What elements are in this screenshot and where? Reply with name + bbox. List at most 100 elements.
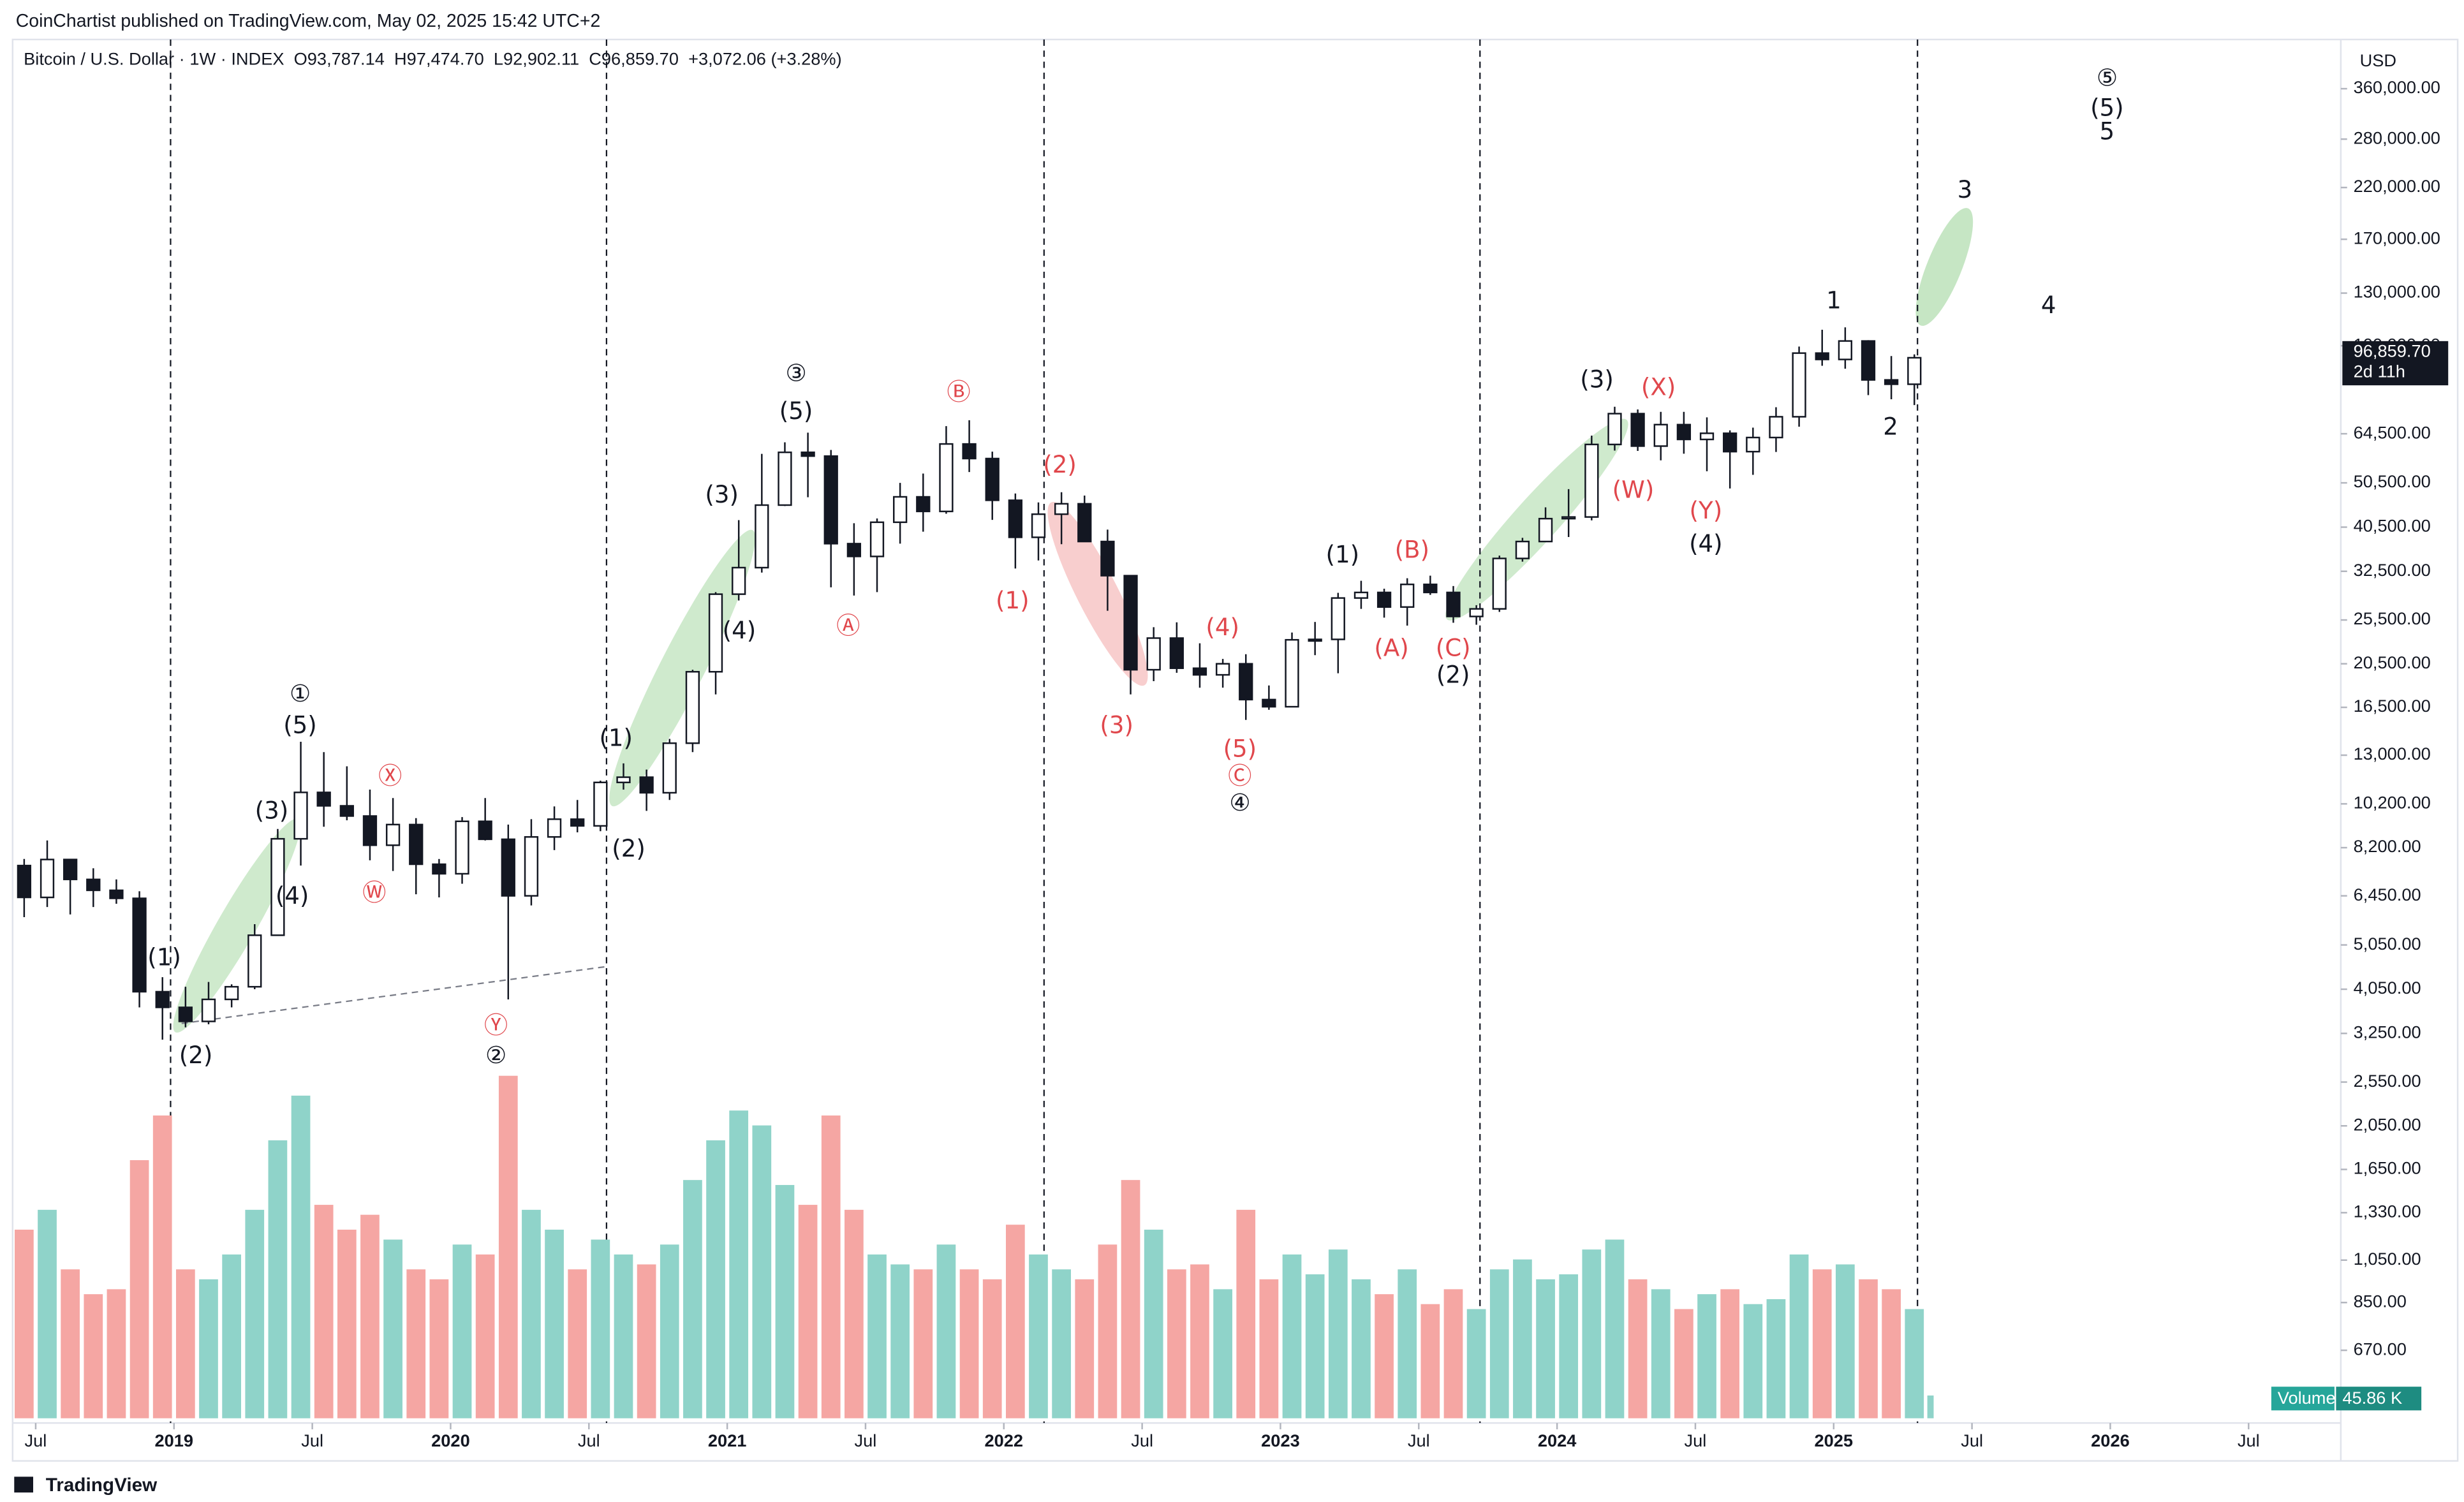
candle-body	[639, 776, 654, 794]
y-tick-label: 2,050.00	[2354, 1114, 2421, 1134]
wave-label: (2)	[1043, 451, 1077, 478]
candle-body	[1308, 638, 1322, 642]
volume-bar	[637, 1264, 656, 1418]
candle-body	[616, 776, 631, 784]
candle-body	[109, 889, 124, 899]
volume-bar	[867, 1254, 887, 1418]
wave-label: (1)	[1326, 541, 1360, 568]
volume-bar	[84, 1294, 103, 1418]
volume-bar-current	[1927, 1395, 1934, 1418]
y-tick-label: 360,000.00	[2354, 77, 2440, 97]
candle-body	[478, 820, 492, 841]
volume-bar	[1859, 1279, 1878, 1418]
volume-bar	[1559, 1274, 1579, 1418]
wave-label: (4)	[723, 617, 756, 644]
volume-bar	[129, 1160, 149, 1418]
y-tick-label: 10,200.00	[2354, 793, 2431, 813]
volume-bar	[1812, 1269, 1832, 1418]
wave-label: Ⓧ	[378, 762, 402, 790]
last-price-label: 96,859.70	[2354, 341, 2431, 360]
x-tick-label: Jul	[25, 1431, 47, 1450]
volume-bar	[175, 1269, 195, 1418]
y-tick-label: 220,000.00	[2354, 176, 2440, 196]
candle-body	[1884, 379, 1899, 385]
x-tick-label: 2019	[155, 1431, 194, 1450]
candle-body	[1630, 413, 1645, 447]
candle-body	[63, 858, 78, 881]
volume-bar	[452, 1244, 472, 1418]
wave-label: (1)	[147, 944, 181, 971]
y-tick-label: 850.00	[2354, 1291, 2407, 1311]
y-tick-label: 6,450.00	[2354, 885, 2421, 904]
candle-body	[1861, 340, 1876, 381]
volume-bar	[1605, 1239, 1625, 1418]
candle-body	[316, 791, 331, 807]
volume-bar	[291, 1095, 311, 1418]
candle-body	[247, 934, 262, 988]
candle-body	[869, 521, 885, 557]
y-tick-label: 3,250.00	[2354, 1022, 2421, 1042]
volume-bar	[1628, 1279, 1648, 1418]
x-tick-label: 2020	[431, 1431, 470, 1450]
candle-body	[1262, 698, 1276, 708]
volume-bar	[1536, 1279, 1555, 1418]
volume-bar	[1282, 1254, 1302, 1418]
volume-bar	[1443, 1289, 1463, 1418]
wave-label: (2)	[1436, 661, 1470, 688]
candle-body	[800, 451, 815, 457]
wave-label: Ⓐ	[836, 612, 860, 640]
wave-label: (4)	[276, 882, 309, 909]
last-price-box	[2342, 341, 2449, 386]
volume-bar	[1789, 1254, 1809, 1418]
x-tick-label: 2021	[708, 1431, 747, 1450]
countdown: 2d 11h	[2354, 362, 2405, 381]
wave-label: (3)	[1100, 712, 1133, 739]
brand-logo	[14, 1476, 34, 1493]
candle-body	[1907, 357, 1922, 385]
wave-label: 2	[1883, 413, 1898, 441]
wave-label: (4)	[1206, 614, 1239, 641]
wave-ellipse	[173, 818, 301, 1033]
volume-bar	[498, 1075, 518, 1418]
candle-body	[1146, 637, 1161, 671]
volume-bar	[268, 1140, 288, 1418]
candle-body	[1446, 591, 1461, 617]
volume-bar	[545, 1229, 564, 1418]
x-tick-label: Jul	[578, 1431, 600, 1450]
volume-bar	[337, 1229, 357, 1418]
volume-bar	[107, 1289, 126, 1418]
candle-body	[1376, 591, 1392, 608]
volume-bar	[1905, 1309, 1924, 1418]
y-tick-label: 32,500.00	[2354, 560, 2431, 580]
volume-current-box	[2336, 1387, 2422, 1411]
volume-bar	[429, 1279, 449, 1418]
candle-body	[893, 496, 908, 524]
wave-label: (3)	[1580, 365, 1614, 393]
candle-body	[1008, 499, 1023, 538]
volume-bar	[1121, 1180, 1140, 1418]
candle-body	[1676, 423, 1692, 441]
frame	[11, 38, 2459, 1462]
y-tick-label: 8,200.00	[2354, 836, 2421, 856]
volume-bar	[1098, 1244, 1118, 1418]
candle-body	[1354, 591, 1369, 599]
volume-bar	[982, 1279, 1002, 1418]
volume-bar	[660, 1244, 679, 1418]
volume-bar	[1259, 1279, 1279, 1418]
volume-bar	[752, 1125, 772, 1418]
volume-bar	[1328, 1249, 1348, 1418]
volume-bar	[798, 1205, 818, 1418]
volume-bar	[1420, 1304, 1440, 1418]
wave-label: (3)	[255, 797, 289, 824]
candle-body	[1815, 352, 1829, 360]
x-tick-label: Jul	[1685, 1431, 1707, 1450]
volume-bar	[522, 1209, 541, 1418]
candle-body	[1423, 584, 1438, 594]
candle-body	[1607, 413, 1622, 446]
x-tick-label: 2026	[2091, 1431, 2130, 1450]
wave-label: (B)	[1395, 536, 1429, 564]
wave-label: (A)	[1374, 634, 1408, 661]
volume-bar	[614, 1254, 633, 1418]
wave-label: ④	[1229, 789, 1250, 816]
candle-body	[1723, 432, 1737, 453]
